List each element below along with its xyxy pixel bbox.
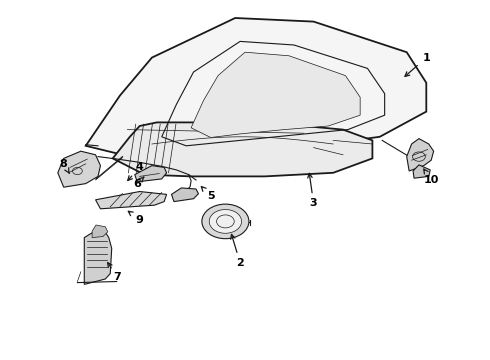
Polygon shape <box>413 165 430 178</box>
Polygon shape <box>86 18 426 166</box>
Text: 9: 9 <box>136 215 144 225</box>
Polygon shape <box>84 230 112 284</box>
Text: 3: 3 <box>310 198 318 208</box>
Polygon shape <box>135 166 167 182</box>
Circle shape <box>202 204 249 239</box>
Polygon shape <box>96 192 167 209</box>
Polygon shape <box>407 139 434 171</box>
Text: 7: 7 <box>114 272 122 282</box>
Polygon shape <box>92 225 108 238</box>
Text: 8: 8 <box>60 159 68 169</box>
Circle shape <box>209 210 242 233</box>
Text: 2: 2 <box>236 258 244 268</box>
Polygon shape <box>113 122 372 176</box>
Text: 6: 6 <box>133 179 141 189</box>
Text: 10: 10 <box>423 175 439 185</box>
Polygon shape <box>58 151 100 187</box>
Text: 1: 1 <box>422 53 430 63</box>
Text: 5: 5 <box>207 191 215 201</box>
Text: 4: 4 <box>136 162 144 172</box>
Polygon shape <box>191 52 360 138</box>
Polygon shape <box>172 188 198 202</box>
